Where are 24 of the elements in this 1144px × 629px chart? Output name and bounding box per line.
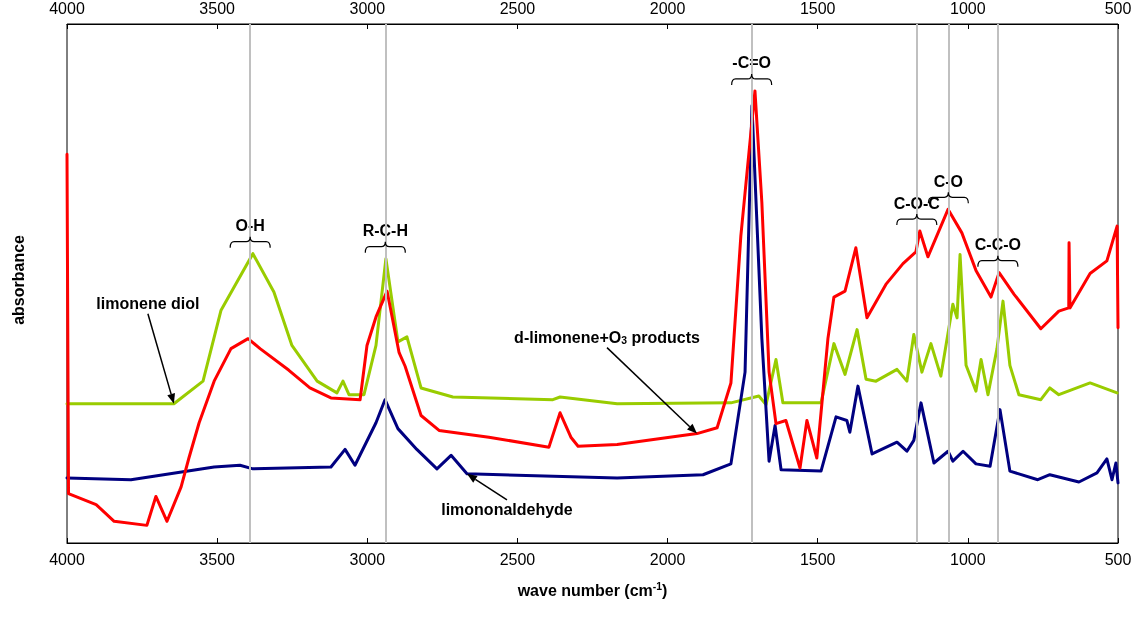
x-tick-label: 1500 [799,550,836,568]
x-tick-label: 1000 [950,550,986,568]
ref-line-label: C-C-O [974,236,1021,254]
x-tick-label: 4000 [49,550,85,568]
ref-line-label: O-H [235,217,265,235]
series-label: limonene diol [96,295,200,313]
ref-line-label: C-O [933,172,963,190]
x2-tick-label: 2500 [499,0,536,17]
ref-line-label: R-C-H [362,222,408,240]
x2-tick-label: 3500 [199,0,236,17]
series-label: limononaldehyde [441,501,573,519]
y-axis-title: absorbance [9,234,27,325]
x2-tick-label: 1000 [950,0,986,17]
x-tick-label: 3500 [199,550,236,568]
x-tick-label: 2000 [649,550,686,568]
x2-tick-label: 2000 [649,0,686,17]
x-tick-label: 2500 [499,550,536,568]
text: d-limonene+O3 products [514,329,700,347]
x2-tick-label: 500 [1104,0,1132,17]
x-tick-label: 3000 [349,550,386,568]
x2-tick-label: 3000 [349,0,386,17]
x2-tick-label: 4000 [49,0,85,17]
x2-tick-label: 1500 [799,0,836,17]
x-tick-label: 500 [1104,550,1132,568]
